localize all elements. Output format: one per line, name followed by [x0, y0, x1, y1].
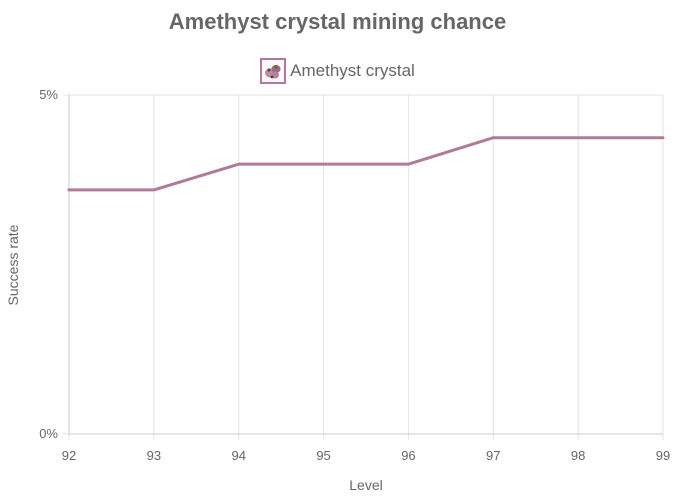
legend: Amethyst crystal [0, 58, 675, 84]
x-tick-label: 94 [231, 448, 245, 463]
series-layer [67, 136, 665, 192]
x-tick-label: 96 [401, 448, 415, 463]
axes [68, 95, 663, 435]
legend-label: Amethyst crystal [290, 61, 415, 80]
tick-labels: 92 93 94 95 96 97 98 99 0% 5% [39, 87, 670, 463]
series-line [67, 136, 665, 192]
x-tick-label: 98 [571, 448, 585, 463]
amethyst-crystal-icon [265, 65, 281, 79]
grid [63, 94, 664, 440]
y-axis-title: Success rate [5, 224, 21, 305]
x-tick-label: 97 [486, 448, 500, 463]
x-tick-label: 92 [62, 448, 76, 463]
x-tick-label: 99 [656, 448, 670, 463]
chart-title: Amethyst crystal mining chance [168, 9, 507, 34]
y-tick-label: 0% [39, 426, 58, 441]
y-tick-label: 5% [39, 87, 58, 102]
x-tick-label: 93 [147, 448, 161, 463]
x-axis-title: Level [349, 477, 382, 493]
x-tick-label: 95 [316, 448, 330, 463]
legend-swatch[interactable] [260, 58, 287, 84]
